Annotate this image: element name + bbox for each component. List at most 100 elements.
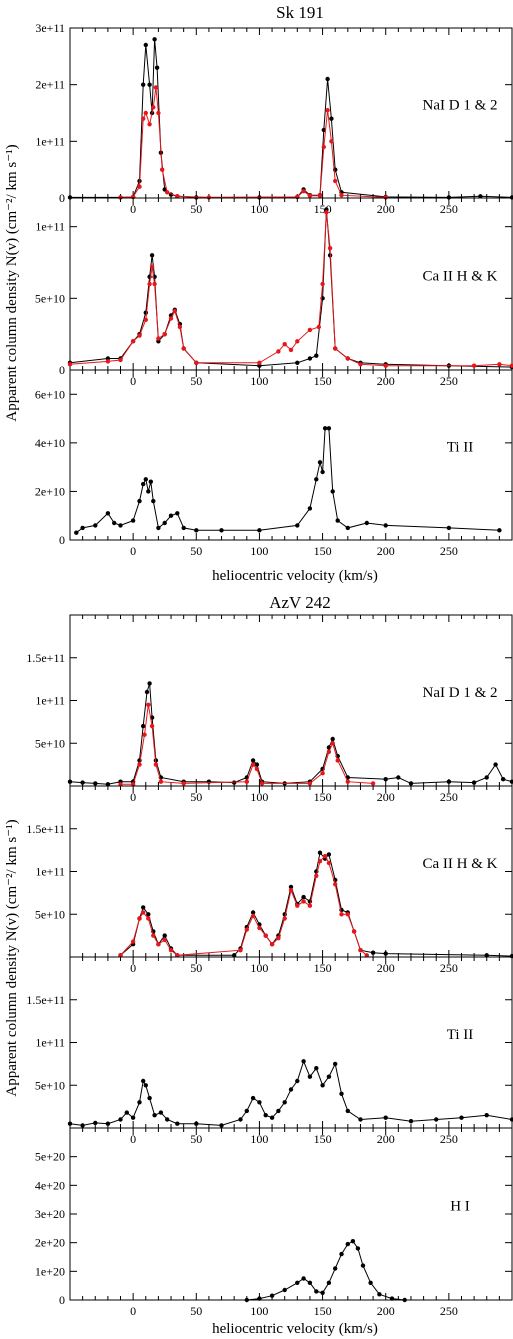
x-tick-label: 200 (377, 790, 395, 804)
data-point (326, 1280, 332, 1286)
data-point (254, 762, 260, 767)
x-tick-label: 250 (440, 1304, 458, 1318)
data-point (175, 1121, 180, 1126)
data-point (257, 925, 262, 931)
data-point (321, 127, 326, 133)
data-point (124, 1110, 129, 1115)
data-point (147, 281, 152, 287)
data-point (345, 525, 350, 531)
panel-1-2: 0 50 100 150 200 250 5e+10 1e+11 1.5e+11 Ti II (26, 956, 513, 1146)
y-tick-label: 1e+11 (35, 865, 65, 879)
data-point (238, 1117, 243, 1122)
data-point (288, 347, 294, 353)
data-point (105, 359, 111, 364)
panel-1-1: 0 50 100 150 200 250 5e+10 1e+11 1.5e+11 Ca II H … (26, 785, 513, 975)
data-point (484, 953, 489, 958)
x-tick-label: 150 (314, 1304, 332, 1318)
data-point (147, 82, 152, 87)
data-point (326, 426, 332, 431)
data-point (143, 317, 148, 322)
data-point (358, 1117, 363, 1122)
data-point (130, 1115, 136, 1120)
y-tick-label: 5e+20 (35, 1150, 65, 1164)
data-point (175, 511, 180, 516)
panel-0-1: 0 50 100 150 200 250 0 5e+10 1e+11 Ca II H & K (35, 197, 513, 388)
x-tick-label: 100 (250, 1132, 268, 1146)
panel-frame (69, 369, 513, 541)
data-point (257, 1100, 262, 1105)
data-point (219, 528, 224, 533)
data-point (146, 489, 151, 494)
data-point (165, 190, 170, 195)
data-point (156, 942, 161, 947)
panel-frame (69, 1127, 513, 1301)
data-point (396, 775, 401, 780)
y-tick-label: 1e+11 (35, 134, 65, 148)
x-tick-label: 250 (440, 790, 458, 804)
data-point (137, 916, 142, 921)
data-point (295, 360, 300, 365)
data-point (67, 1121, 73, 1126)
data-point (144, 689, 150, 695)
x-tick-label: 100 (250, 961, 268, 975)
x-tick-label: 50 (190, 790, 202, 804)
data-point (288, 1087, 294, 1092)
data-point (368, 1280, 373, 1286)
data-point (118, 357, 123, 363)
data-point (244, 927, 249, 932)
data-point (165, 1117, 170, 1122)
x-tick-label: 200 (377, 1304, 395, 1318)
y-tick-label: 2e+20 (35, 1236, 65, 1250)
x-tick-label: 50 (190, 1304, 202, 1318)
data-point (238, 948, 243, 953)
data-point (168, 316, 174, 321)
x-axis-label-azv242: heliocentric velocity (km/s) (212, 1321, 378, 1337)
data-point (326, 749, 332, 754)
data-point (314, 353, 319, 358)
data-point (250, 758, 256, 763)
data-point (175, 953, 180, 958)
data-point (158, 1110, 164, 1115)
data-point (295, 523, 300, 528)
x-tick-label: 200 (377, 961, 395, 975)
data-point (168, 513, 174, 518)
data-point (181, 346, 186, 351)
data-point (282, 1287, 287, 1293)
data-point (80, 780, 85, 785)
data-point (250, 1095, 256, 1101)
data-point (156, 525, 161, 531)
data-point (162, 520, 167, 526)
data-point (146, 916, 151, 921)
data-point (320, 469, 325, 475)
data-point (314, 1289, 319, 1294)
data-point (325, 108, 330, 113)
data-point (360, 1263, 366, 1268)
data-point (269, 1293, 275, 1298)
x-tick-label: 150 (314, 374, 332, 388)
data-point (80, 525, 85, 531)
panel-label: NaI D 1 & 2 (423, 685, 498, 701)
data-point (383, 363, 388, 368)
data-point (345, 1241, 350, 1247)
y-tick-label: 5e+10 (35, 1078, 65, 1092)
data-point (141, 905, 146, 910)
data-point (497, 528, 502, 533)
data-point (250, 913, 256, 919)
data-point (364, 953, 369, 958)
data-point (162, 933, 167, 938)
data-point (137, 498, 142, 504)
data-point (295, 903, 300, 908)
data-point (326, 1074, 332, 1079)
data-point (339, 1251, 344, 1257)
data-point (307, 327, 313, 333)
data-point (162, 332, 167, 337)
data-point (333, 346, 338, 351)
y-tick-label: 0 (59, 191, 65, 205)
data-point (67, 779, 73, 784)
data-point (402, 1297, 407, 1303)
y-axis-label-azv242: Apparent column density N(v) (cm⁻²/ km s… (4, 819, 20, 1096)
data-point (484, 1113, 489, 1118)
data-point (263, 1113, 268, 1118)
data-point (112, 520, 117, 526)
data-point (324, 210, 329, 215)
